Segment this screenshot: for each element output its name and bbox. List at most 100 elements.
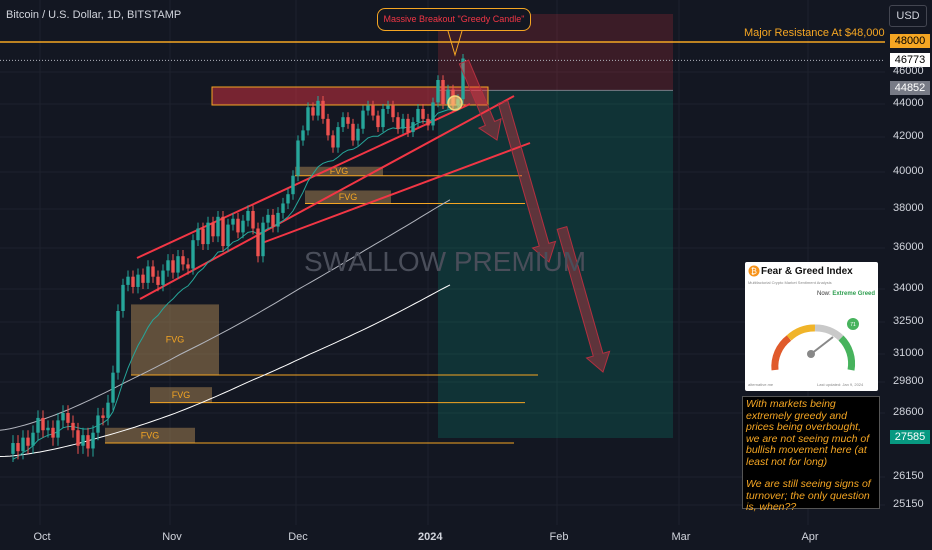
fvg-zone — [150, 387, 212, 403]
candle-body — [136, 274, 140, 287]
candle-body — [71, 422, 75, 431]
candle-body — [406, 118, 410, 133]
candle-body — [206, 222, 210, 245]
y-axis-label: 25150 — [893, 498, 924, 510]
candle-body — [251, 210, 255, 229]
candle-body — [111, 372, 115, 403]
supply-zone — [211, 86, 489, 106]
fear-greed-footer-right: Last updated: Jan 9, 2024 — [817, 382, 864, 387]
fvg-label: FVG — [339, 192, 358, 202]
candle-body — [131, 276, 135, 287]
candle-body — [31, 432, 35, 446]
candle-body — [301, 130, 305, 141]
candle-body — [46, 427, 50, 431]
fear-greed-title: Fear & Greed Index — [761, 266, 853, 277]
x-axis-label: Nov — [162, 531, 182, 543]
x-axis-label: Apr — [801, 531, 819, 543]
channel-upper — [139, 95, 515, 300]
candle-body — [96, 415, 100, 433]
currency-button[interactable]: USD — [889, 5, 927, 27]
candle-body — [16, 443, 20, 452]
x-axis-label: Dec — [288, 531, 308, 543]
x-axis-label: Feb — [549, 531, 569, 543]
candle-body — [36, 417, 40, 433]
candle-body — [121, 284, 125, 311]
candle-body — [446, 89, 450, 104]
candle-body — [321, 100, 325, 119]
fvg-zone — [305, 190, 391, 204]
candle-body — [431, 102, 435, 126]
chart-title: Bitcoin / U.S. Dollar, 1D, BITSTAMP — [6, 9, 182, 21]
candle-body — [436, 80, 440, 103]
candle-body — [416, 108, 420, 123]
channel-lower — [261, 142, 531, 244]
candle-body — [411, 122, 415, 133]
price-tag-resistance: 48000 — [890, 34, 930, 48]
fear-greed-card: ₿ Fear & Greed Index Multifactorial Cryp… — [745, 262, 878, 391]
y-axis-label: 32500 — [893, 315, 924, 327]
breakout-callout: Massive Breakout "Greedy Candle" — [377, 8, 531, 31]
resistance-label: Major Resistance At $48,000 — [744, 27, 885, 39]
y-axis-label: 42000 — [893, 130, 924, 142]
candle-body — [386, 105, 390, 109]
fvg-label: FVG — [330, 166, 349, 176]
candle-body — [306, 107, 310, 131]
fvg-zone — [105, 427, 195, 444]
candle-body — [156, 276, 160, 285]
candle-body — [86, 435, 90, 449]
candle-body — [171, 260, 175, 273]
y-axis-label: 40000 — [893, 165, 924, 177]
candle-body — [391, 105, 395, 118]
candle-body — [351, 123, 355, 141]
candle-body — [101, 415, 105, 418]
price-tag-current: 46773 — [890, 53, 930, 67]
candle-body — [311, 107, 315, 116]
candle-body — [176, 256, 180, 273]
candle-body — [186, 264, 190, 269]
fvg-zone — [131, 304, 219, 375]
candle-body — [366, 105, 370, 111]
x-axis-label: Mar — [671, 531, 691, 543]
candle-body — [291, 175, 295, 195]
price-tag-target: 27585 — [890, 430, 930, 444]
callout-pointer — [447, 30, 463, 57]
candle-body — [441, 80, 445, 104]
candle-body — [141, 274, 145, 283]
y-axis-label: 26150 — [893, 470, 924, 482]
y-axis-label: 38000 — [893, 202, 924, 214]
candle-body — [236, 218, 240, 233]
fear-greed-value: 71 — [850, 322, 856, 328]
candle-body — [81, 435, 85, 446]
candle-body — [336, 127, 340, 148]
candle-body — [216, 216, 220, 237]
sma-medium — [0, 199, 451, 431]
candle-body — [191, 240, 195, 269]
breakout-marker — [447, 95, 463, 111]
projection-arrow-2 — [497, 99, 557, 263]
y-axis-label: 46000 — [893, 65, 924, 77]
candle-body — [26, 437, 30, 446]
candle-body — [21, 437, 25, 452]
fear-greed-now: Now: Extreme Greed — [817, 291, 876, 297]
bitcoin-icon: ₿ — [748, 265, 760, 277]
candle-body — [421, 108, 425, 119]
candle-body — [166, 260, 170, 271]
y-axis-label: 36000 — [893, 241, 924, 253]
candle-body — [316, 100, 320, 116]
candle-body — [91, 432, 95, 449]
candle-body — [396, 117, 400, 129]
candle-body — [161, 270, 165, 285]
candle-body — [341, 117, 345, 128]
candle-body — [106, 402, 110, 418]
candle-body — [231, 218, 235, 225]
x-axis-label: 2024 — [418, 531, 443, 543]
candle-body — [196, 228, 200, 241]
candle-body — [76, 430, 80, 446]
candle-body — [261, 222, 265, 257]
fear-greed-now-value: Extreme Greed — [832, 291, 876, 297]
candle-body — [126, 276, 130, 285]
candle-body — [51, 427, 55, 438]
candle-body — [246, 210, 250, 221]
ema-fast — [12, 100, 464, 460]
